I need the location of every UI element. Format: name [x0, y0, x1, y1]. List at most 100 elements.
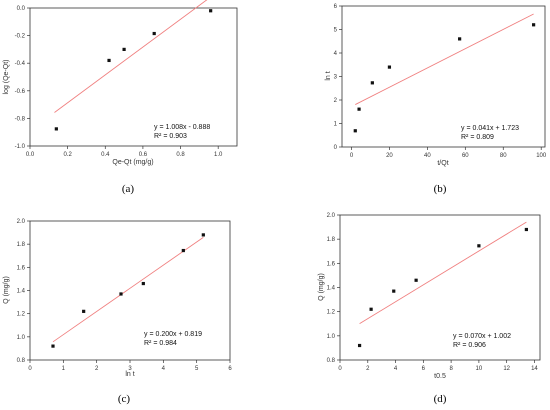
chart-panel-d: 0 2 4 6 8 10 12 14 0.8 1.0 1.2 1.4 1.6 1.8 2.0 y = 0.07…	[318, 213, 541, 405]
x-tick-label: 60	[462, 153, 469, 159]
y-tick-label: 1.8	[327, 237, 336, 243]
x-axis-label: Qe-Qt (mg/g)	[112, 159, 153, 166]
chart-panel-a: 0.0 0.2 0.4 0.6 0.8 1.0 -1.0 -0.8 -0.6 -0.4 -0.2 0.…	[3, 0, 238, 195]
data-point	[357, 343, 362, 348]
data-point	[477, 244, 481, 248]
x-tick-label: 4	[394, 366, 398, 372]
x-axis-label: ln t	[125, 371, 134, 378]
y-tick-label: 6	[334, 4, 338, 10]
data-point	[369, 307, 373, 311]
y-tick-label: 0	[334, 145, 338, 151]
y-tick-label: 1.8	[17, 242, 26, 248]
x-tick-label: 0	[338, 366, 342, 372]
x-tick-label: 5	[195, 366, 199, 372]
x-tick-label: 0.2	[63, 152, 72, 158]
y-tick-label: 1.4	[17, 289, 26, 295]
fit-r-squared: R² = 0.984	[144, 340, 177, 347]
x-tick-label: 6	[422, 366, 426, 372]
panel-label: (d)	[434, 393, 447, 405]
data-point	[370, 81, 374, 85]
chart-panel-b: 0 20 40 60 80 100 0 1 2 3 4 5 6 y = 0.041x + 1.723 R² …	[325, 4, 547, 195]
data-point	[51, 344, 55, 348]
chart-panel-c: 0 1 2 3 4 5 6 0.8 1.0 1.2 1.4 1.6 1.8 2.0 y = 0.200x +…	[3, 219, 232, 405]
x-tick-label: 1.0	[214, 152, 223, 158]
data-point	[414, 278, 418, 282]
y-tick-label: 2.0	[17, 219, 26, 225]
x-tick-label: 14	[531, 366, 538, 372]
y-tick-label: 1.0	[17, 335, 26, 341]
y-tick-label: 0.8	[327, 358, 336, 364]
y-tick-label: 2	[334, 98, 338, 104]
y-tick-label: 1.4	[327, 286, 336, 292]
y-tick-label: -0.4	[15, 61, 26, 67]
y-tick-label: -0.2	[15, 34, 26, 40]
plot-frame	[29, 220, 231, 361]
data-point	[357, 107, 361, 111]
y-axis-label: ln t	[325, 71, 332, 80]
x-tick-label: 80	[500, 153, 507, 159]
x-tick-label: 0.8	[176, 152, 185, 158]
data-point	[107, 58, 111, 63]
x-tick-label: 2	[366, 366, 370, 372]
panel-label: (a)	[122, 183, 135, 195]
fit-equation: y = 0.070x + 1.002	[453, 333, 511, 340]
data-point	[524, 227, 528, 232]
x-tick-label: 100	[536, 153, 547, 159]
x-tick-label: 4	[162, 366, 166, 372]
y-tick-label: 5	[334, 28, 338, 34]
x-tick-label: 40	[424, 153, 431, 159]
data-point	[532, 23, 536, 27]
fit-r-squared: R² = 0.903	[154, 133, 187, 140]
y-tick-label: 1.0	[327, 334, 336, 340]
plot-frame	[29, 7, 238, 147]
y-tick-label: 0.8	[17, 358, 26, 364]
data-point	[387, 65, 392, 69]
data-point	[392, 289, 396, 293]
y-tick-label: 2.0	[327, 213, 336, 219]
x-tick-label: 6	[228, 366, 232, 372]
x-tick-label: 0.0	[26, 152, 35, 158]
y-tick-label: -0.6	[15, 89, 26, 95]
data-point	[353, 129, 357, 133]
y-tick-label: 3	[334, 75, 338, 81]
x-tick-label: 20	[386, 153, 393, 159]
y-axis-label: Q (mg/g)	[3, 276, 10, 304]
x-axis-label: t0.5	[434, 373, 446, 380]
data-point	[458, 37, 462, 41]
fit-line	[52, 236, 204, 343]
x-axis-label: t/Qt	[437, 160, 448, 167]
y-tick-label: 1	[334, 122, 338, 128]
x-tick-label: 0	[28, 366, 32, 372]
panel-label: (c)	[118, 393, 131, 405]
y-axis-label: log (Qe-Qt)	[3, 59, 10, 94]
fit-line	[54, 0, 208, 113]
data-point	[119, 292, 123, 296]
x-tick-label: 3	[128, 366, 132, 372]
fit-line	[359, 221, 527, 325]
y-tick-label: 4	[334, 51, 338, 57]
y-tick-label: -0.8	[15, 116, 26, 122]
fit-equation: y = 0.041x + 1.723	[461, 125, 519, 132]
x-tick-label: 0	[350, 153, 354, 159]
fit-equation: y = 0.200x + 0.819	[144, 331, 202, 338]
fit-line	[355, 13, 534, 105]
y-tick-label: 0.0	[17, 6, 26, 12]
y-tick-label: 1.2	[327, 310, 336, 316]
panel-label: (b)	[434, 183, 447, 195]
data-point	[152, 31, 156, 36]
data-point	[201, 233, 205, 237]
y-axis-label: Q (mg/g)	[318, 273, 325, 301]
fit-equation: y = 1.008x - 0.888	[154, 124, 210, 131]
data-point	[209, 9, 213, 13]
fit-r-squared: R² = 0.809	[461, 134, 494, 141]
y-tick-label: 1.2	[17, 312, 26, 318]
x-tick-label: 0.4	[101, 152, 110, 158]
x-tick-label: 2	[95, 366, 99, 372]
x-tick-label: 0.6	[139, 152, 148, 158]
y-tick-label: 1.6	[327, 261, 336, 267]
y-tick-label: -1.0	[15, 144, 26, 150]
x-tick-label: 12	[503, 366, 510, 372]
data-point	[141, 281, 145, 286]
data-point	[54, 127, 58, 131]
data-point	[181, 248, 185, 253]
